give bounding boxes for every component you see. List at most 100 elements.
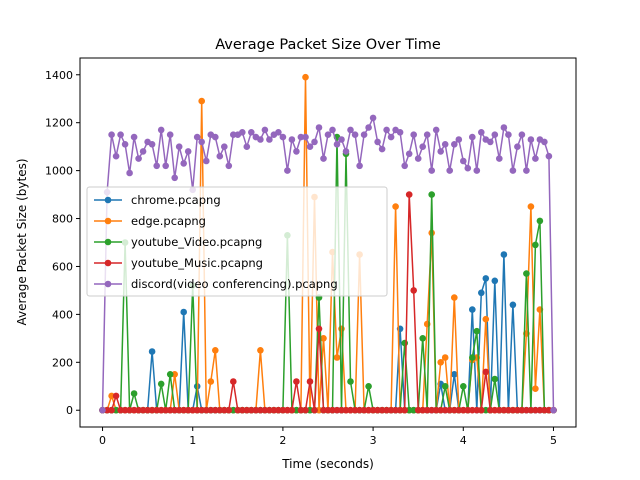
data-point bbox=[527, 136, 535, 143]
legend-item: discord(video conferencing).pcapng bbox=[94, 277, 338, 291]
legend-label: edge.pcapng bbox=[131, 214, 206, 228]
data-point bbox=[401, 162, 409, 170]
data-point bbox=[193, 133, 201, 141]
data-point bbox=[279, 133, 287, 141]
data-point bbox=[383, 126, 390, 134]
data-point bbox=[451, 294, 458, 301]
data-point bbox=[509, 167, 517, 174]
data-point bbox=[356, 162, 363, 170]
data-point bbox=[541, 138, 548, 146]
data-point bbox=[374, 138, 381, 146]
y-tick-label: 800 bbox=[52, 213, 73, 226]
data-point bbox=[455, 136, 463, 143]
data-point bbox=[239, 129, 246, 136]
data-point bbox=[180, 308, 187, 316]
data-point bbox=[401, 339, 409, 347]
data-point bbox=[112, 392, 120, 400]
data-point bbox=[257, 347, 264, 354]
data-point bbox=[329, 126, 336, 134]
y-tick-label: 200 bbox=[52, 356, 73, 369]
data-point bbox=[378, 145, 386, 153]
data-point bbox=[333, 354, 341, 361]
data-point bbox=[297, 406, 305, 414]
data-point bbox=[248, 129, 255, 136]
data-point bbox=[108, 406, 115, 414]
data-point bbox=[99, 406, 106, 414]
data-point bbox=[148, 141, 156, 148]
data-point bbox=[441, 354, 449, 361]
data-point bbox=[175, 143, 183, 150]
data-point bbox=[135, 155, 142, 162]
data-point bbox=[532, 241, 539, 249]
data-point bbox=[257, 136, 264, 143]
data-point bbox=[293, 148, 300, 155]
data-point bbox=[153, 162, 160, 170]
data-point bbox=[338, 136, 345, 143]
data-point bbox=[523, 270, 530, 277]
legend-swatch-marker bbox=[104, 196, 112, 204]
data-point bbox=[157, 126, 165, 134]
data-point bbox=[369, 114, 377, 122]
data-point bbox=[451, 141, 458, 148]
data-point bbox=[509, 301, 517, 309]
data-point bbox=[505, 131, 512, 138]
data-point bbox=[248, 406, 255, 414]
data-point bbox=[441, 141, 449, 148]
x-tick-label: 5 bbox=[550, 434, 557, 447]
legend-item: youtube_Video.pcapng bbox=[94, 235, 262, 249]
data-point bbox=[491, 131, 499, 138]
data-point bbox=[414, 155, 422, 162]
data-point bbox=[266, 136, 273, 143]
data-point bbox=[216, 152, 224, 160]
data-point bbox=[392, 203, 399, 210]
data-point bbox=[121, 141, 129, 148]
series-3 bbox=[99, 191, 557, 414]
data-point bbox=[166, 131, 174, 138]
data-point bbox=[126, 169, 133, 177]
data-point bbox=[460, 383, 467, 390]
data-point bbox=[365, 383, 372, 390]
x-tick-label: 0 bbox=[99, 434, 106, 447]
data-point bbox=[166, 371, 174, 378]
data-point bbox=[496, 406, 503, 414]
series-4 bbox=[99, 114, 557, 414]
data-point bbox=[518, 131, 526, 138]
x-axis-label: Time (seconds) bbox=[281, 457, 374, 471]
data-point bbox=[320, 155, 327, 162]
data-point bbox=[410, 287, 418, 294]
data-point bbox=[451, 371, 458, 378]
data-point bbox=[527, 203, 535, 210]
data-point bbox=[419, 143, 427, 150]
y-tick-label: 1000 bbox=[45, 165, 73, 178]
data-point bbox=[532, 155, 539, 162]
data-point bbox=[207, 378, 215, 385]
data-point bbox=[180, 160, 187, 167]
data-point bbox=[288, 406, 296, 414]
data-point bbox=[500, 251, 508, 258]
data-point bbox=[419, 335, 427, 342]
data-point bbox=[545, 406, 553, 414]
data-point bbox=[302, 73, 309, 81]
data-point bbox=[311, 138, 318, 146]
data-point bbox=[365, 124, 372, 131]
data-point bbox=[212, 133, 219, 141]
data-point bbox=[320, 335, 327, 342]
data-point bbox=[351, 131, 359, 138]
data-point bbox=[171, 174, 178, 182]
data-point bbox=[469, 354, 476, 361]
data-point bbox=[423, 131, 431, 138]
x-tick-label: 4 bbox=[460, 434, 467, 447]
data-point bbox=[491, 277, 499, 285]
x-tick-label: 3 bbox=[370, 434, 377, 447]
data-point bbox=[297, 133, 305, 141]
x-tick-label: 2 bbox=[279, 434, 286, 447]
data-point bbox=[284, 167, 291, 174]
data-point bbox=[261, 126, 269, 134]
y-tick-label: 0 bbox=[66, 404, 73, 417]
data-point bbox=[478, 289, 485, 297]
data-point bbox=[428, 167, 436, 174]
data-point bbox=[112, 152, 120, 160]
data-point bbox=[288, 136, 296, 143]
y-axis-label: Average Packet Size (bytes) bbox=[15, 158, 29, 325]
